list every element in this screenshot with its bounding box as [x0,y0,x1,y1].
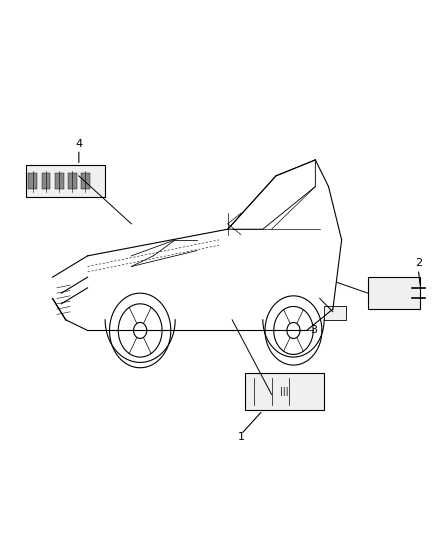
Text: 4: 4 [75,139,82,149]
Text: 2: 2 [415,259,422,269]
FancyBboxPatch shape [55,173,64,189]
Text: |||: ||| [280,387,289,396]
Text: 1: 1 [237,432,244,442]
FancyBboxPatch shape [368,277,420,309]
FancyBboxPatch shape [42,173,50,189]
FancyBboxPatch shape [245,373,324,410]
FancyBboxPatch shape [28,173,37,189]
FancyBboxPatch shape [26,165,105,197]
FancyBboxPatch shape [68,173,77,189]
FancyBboxPatch shape [81,173,90,189]
Text: 3: 3 [311,325,318,335]
FancyBboxPatch shape [324,306,346,320]
